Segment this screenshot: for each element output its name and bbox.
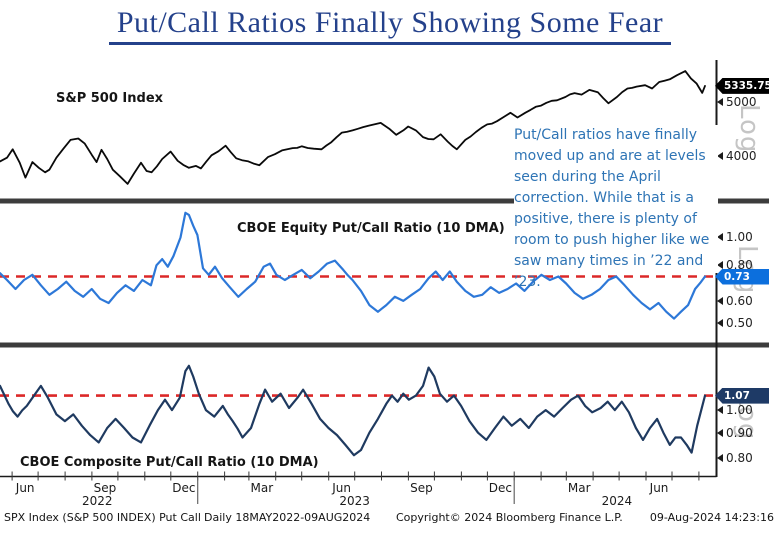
y-tick-label: 1.00 [717,402,753,418]
y-tick-text: 1.00 [726,403,753,418]
tick-arrow-icon [717,406,723,415]
tick-arrow-icon [717,97,723,106]
x-tick-label: Sep [93,481,117,495]
x-year-label: 2023 [339,494,370,508]
x-tick-label: Jun [332,481,352,495]
y-tick-text: 0.60 [726,293,753,308]
tick-arrow-icon [717,261,723,270]
footer-ticker-text: SPX Index (S&P 500 INDEX) Put Call [4,511,201,524]
x-tick-label: Jun [15,481,35,495]
tick-arrow-icon [717,453,723,462]
y-tick-text: 0.50 [726,316,753,331]
footer-date-range: Daily 18MAY2022-09AUG2024 [204,511,371,524]
log-scale-label: Log [734,104,764,154]
annotation-note: Put/Call ratios have finally moved up an… [514,125,718,290]
y-tick-text: 5000 [726,94,757,109]
footer-timestamp: 09-Aug-2024 14:23:16 [649,511,774,524]
tick-arrow-icon [717,152,723,161]
x-tick-label: Sep [410,481,433,495]
last-value-badge: 1.07 [715,387,769,404]
x-year-label: 2022 [82,494,113,508]
y-tick-text: 1.00 [726,230,753,245]
y-tick-label: 5000 [717,94,757,110]
panel-label-spx: S&P 500 Index [56,91,164,106]
page-title: Put/Call Ratios Finally Showing Some Fea… [0,6,780,45]
y-tick-label: 1.00 [717,229,753,245]
last-value-badge: 0.73 [715,268,769,285]
x-tick-label: Mar [250,481,274,495]
status-bar: SPX Index (S&P 500 INDEX) Put Call Daily… [0,511,780,527]
x-tick-label: Mar [567,481,591,495]
panel-label-composite-pc: CBOE Composite Put/Call Ratio (10 DMA) [20,455,319,470]
tick-arrow-icon [717,296,723,305]
tick-arrow-icon [717,233,723,242]
y-tick-label: 0.60 [717,293,753,309]
y-tick-label: 0.90 [717,425,753,441]
y-tick-text: 0.90 [726,425,753,440]
y-tick-label: 4000 [717,148,757,164]
x-tick-label: Dec [488,481,512,495]
y-tick-text: 0.80 [726,450,753,465]
x-tick-label: Dec [172,481,196,495]
x-year-label: 2024 [601,494,633,508]
page-title-text: Put/Call Ratios Finally Showing Some Fea… [108,6,672,45]
x-tick-label: Jun [649,481,669,495]
panel-label-equity-pc: CBOE Equity Put/Call Ratio (10 DMA) [237,221,505,236]
y-tick-label: 0.50 [717,315,753,331]
y-tick-label: 0.80 [717,450,753,466]
footer-copyright: Copyright© 2024 Bloomberg Finance L.P. [396,511,623,524]
tick-arrow-icon [717,428,723,437]
last-value-badge: 5335.75 [715,77,769,94]
tick-arrow-icon [717,319,723,328]
y-tick-text: 4000 [726,149,757,164]
